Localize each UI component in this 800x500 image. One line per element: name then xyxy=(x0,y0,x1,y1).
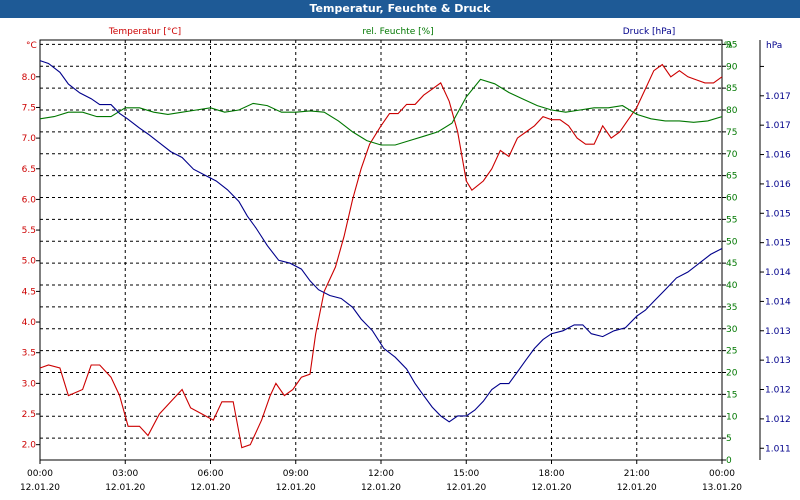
x-tick-date: 13.01.20 xyxy=(702,483,742,493)
temperature-axis-title: Temperatur [°C] xyxy=(108,27,181,37)
temperature-tick-label: 3.5 xyxy=(22,349,36,359)
temperature-tick-label: 2.0 xyxy=(22,441,37,451)
humidity-tick-label: 15 xyxy=(726,390,737,400)
x-tick-date: 12.01.20 xyxy=(105,483,145,493)
humidity-tick-label: 35 xyxy=(726,303,737,313)
pressure-tick-label: 1.017 xyxy=(765,92,791,102)
temperature-tick-label: 6.5 xyxy=(22,165,36,175)
pressure-axis-unit: hPa xyxy=(766,41,782,51)
pressure-line xyxy=(39,60,723,423)
x-axis-ticks: 00:00 12.01.20 03:00 12.01.20 06:00 12.01.20 0… xyxy=(20,460,742,493)
pressure-tick-label: 1.012 xyxy=(765,386,791,396)
humidity-tick-label: 60 xyxy=(726,194,738,204)
left-axis-unit: °C xyxy=(26,41,37,51)
pressure-tick-label: 1.016 xyxy=(765,151,791,161)
pressure-tick-label: 1.017 xyxy=(765,121,791,131)
temperature-tick-label: 7.5 xyxy=(22,103,36,113)
temperature-tick-label: 4.0 xyxy=(22,318,37,328)
x-tick-time: 06:00 xyxy=(198,469,224,479)
x-tick-time: 00:00 xyxy=(27,469,53,479)
pressure-tick-label: 1.015 xyxy=(765,209,791,219)
left-axis-ticks: 2.0 2.5 3.0 3.5 4.0 4.5 5.0 5.5 6.0 6.5 7.0 7.5 8.0 xyxy=(22,73,40,451)
humidity-tick-label: 80 xyxy=(726,106,738,116)
humidity-tick-label: 85 xyxy=(726,84,737,94)
pressure-axis-ticks: 1.011 1.012 1.012 1.013 1.013 1.014 1.014 1.015… xyxy=(759,40,791,460)
chart-title: Temperatur, Feuchte & Druck xyxy=(0,0,800,18)
humidity-tick-label: 50 xyxy=(726,237,738,247)
x-tick-time: 00:00 xyxy=(709,469,735,479)
temperature-tick-label: 7.0 xyxy=(22,134,37,144)
x-tick-time: 09:00 xyxy=(283,469,309,479)
x-tick-time: 15:00 xyxy=(453,469,479,479)
x-tick-date: 12.01.20 xyxy=(446,483,486,493)
humidity-tick-label: 20 xyxy=(726,369,738,379)
grid xyxy=(40,40,722,460)
humidity-tick-label: 75 xyxy=(726,128,737,138)
temperature-tick-label: 2.5 xyxy=(22,410,36,420)
pressure-tick-label: 1.011 xyxy=(765,444,791,454)
humidity-tick-label: 45 xyxy=(726,259,737,269)
temperature-tick-label: 5.5 xyxy=(22,226,36,236)
humidity-axis-title: rel. Feuchte [%] xyxy=(362,27,433,37)
pressure-tick-label: 1.015 xyxy=(765,239,791,249)
pressure-tick-label: 1.014 xyxy=(765,297,791,307)
x-tick-date: 12.01.20 xyxy=(190,483,230,493)
humidity-line xyxy=(39,78,723,146)
x-tick-time: 18:00 xyxy=(539,469,565,479)
humidity-tick-label: 55 xyxy=(726,215,737,225)
temperature-tick-label: 3.0 xyxy=(22,379,37,389)
x-tick-date: 12.01.20 xyxy=(276,483,316,493)
pressure-tick-label: 1.013 xyxy=(765,356,791,366)
temperature-tick-label: 4.5 xyxy=(22,287,36,297)
humidity-tick-label: 10 xyxy=(726,412,738,422)
x-tick-date: 12.01.20 xyxy=(531,483,571,493)
pressure-tick-label: 1.016 xyxy=(765,180,791,190)
humidity-tick-label: 70 xyxy=(726,150,738,160)
x-tick-date: 12.01.20 xyxy=(20,483,60,493)
x-tick-time: 12:00 xyxy=(368,469,394,479)
humidity-tick-label: 0 xyxy=(726,456,732,466)
temperature-line xyxy=(39,63,723,449)
humidity-tick-label: 40 xyxy=(726,281,738,291)
temperature-tick-label: 6.0 xyxy=(22,195,37,205)
pressure-tick-label: 1.012 xyxy=(765,415,791,425)
humidity-tick-label: 5 xyxy=(726,434,732,444)
humidity-tick-label: 90 xyxy=(726,62,738,72)
series-group xyxy=(39,60,723,449)
pressure-tick-label: 1.013 xyxy=(765,327,791,337)
humidity-tick-label: 65 xyxy=(726,172,737,182)
x-tick-date: 12.01.20 xyxy=(617,483,657,493)
humidity-tick-label: 25 xyxy=(726,347,737,357)
temperature-tick-label: 5.0 xyxy=(22,257,37,267)
humidity-tick-label: 30 xyxy=(726,325,738,335)
humidity-tick-label: 95 xyxy=(726,40,737,50)
humidity-axis-ticks: 0 5 10 15 20 25 30 35 40 45 50 55 60 65 70 75 80 85 90 95 xyxy=(722,40,738,466)
pressure-tick-label: 1.014 xyxy=(765,268,791,278)
pressure-axis-title: Druck [hPa] xyxy=(623,27,676,37)
x-tick-time: 03:00 xyxy=(112,469,138,479)
humidity-axis-unit: % xyxy=(724,41,733,51)
x-tick-date: 12.01.20 xyxy=(361,483,401,493)
x-tick-time: 21:00 xyxy=(624,469,650,479)
temperature-tick-label: 8.0 xyxy=(22,73,37,83)
